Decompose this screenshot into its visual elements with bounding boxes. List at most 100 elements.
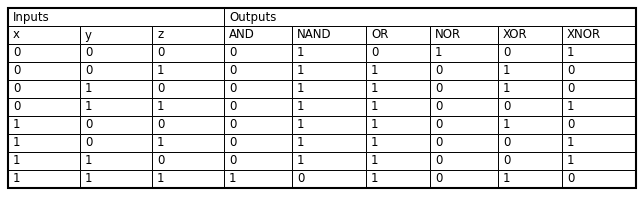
Bar	[152, 62, 224, 80]
Bar	[562, 26, 636, 44]
Bar	[292, 44, 366, 62]
Text: 1: 1	[85, 82, 92, 96]
Bar	[292, 116, 366, 134]
Text: 0: 0	[567, 173, 575, 185]
Text: 0: 0	[567, 82, 575, 96]
Text: 1: 1	[157, 101, 164, 114]
Bar	[292, 98, 366, 116]
Bar	[292, 80, 366, 98]
Bar	[562, 98, 636, 116]
Text: 1: 1	[85, 101, 92, 114]
Text: 0: 0	[85, 46, 92, 60]
Text: 1: 1	[503, 82, 510, 96]
Bar	[498, 98, 562, 116]
Bar	[430, 26, 498, 44]
Bar	[224, 152, 292, 170]
Bar	[224, 134, 292, 152]
Bar	[498, 116, 562, 134]
Text: 0: 0	[371, 46, 378, 60]
Text: 0: 0	[229, 101, 236, 114]
Bar	[8, 8, 224, 26]
Text: Inputs: Inputs	[13, 11, 49, 23]
Bar	[8, 170, 80, 188]
Text: 1: 1	[567, 101, 575, 114]
Bar	[562, 134, 636, 152]
Text: 1: 1	[297, 137, 304, 149]
Text: 0: 0	[297, 173, 304, 185]
Bar	[8, 8, 636, 188]
Text: 0: 0	[13, 101, 21, 114]
Text: 1: 1	[297, 82, 304, 96]
Bar	[562, 152, 636, 170]
Text: 1: 1	[435, 46, 442, 60]
Text: 0: 0	[435, 82, 442, 96]
Text: 0: 0	[13, 82, 21, 96]
Text: 0: 0	[229, 155, 236, 167]
Text: 1: 1	[567, 137, 575, 149]
Text: 0: 0	[229, 82, 236, 96]
Text: x: x	[13, 28, 20, 41]
Bar	[292, 62, 366, 80]
Bar	[498, 80, 562, 98]
Text: 1: 1	[13, 119, 21, 132]
Bar	[562, 80, 636, 98]
Bar	[152, 44, 224, 62]
Bar	[430, 170, 498, 188]
Text: 1: 1	[13, 155, 21, 167]
Text: 0: 0	[435, 101, 442, 114]
Bar	[224, 62, 292, 80]
Text: NOR: NOR	[435, 28, 461, 41]
Bar	[8, 152, 80, 170]
Text: 0: 0	[567, 64, 575, 78]
Text: 0: 0	[503, 46, 510, 60]
Text: y: y	[85, 28, 92, 41]
Text: 0: 0	[229, 119, 236, 132]
Text: 1: 1	[371, 64, 379, 78]
Bar	[366, 26, 430, 44]
Bar	[224, 8, 636, 26]
Text: 1: 1	[371, 101, 379, 114]
Text: 0: 0	[567, 119, 575, 132]
Text: 0: 0	[13, 46, 21, 60]
Bar	[80, 44, 152, 62]
Bar	[292, 134, 366, 152]
Bar	[152, 98, 224, 116]
Bar	[80, 134, 152, 152]
Text: 0: 0	[435, 155, 442, 167]
Bar	[152, 116, 224, 134]
Bar	[224, 98, 292, 116]
Text: 1: 1	[85, 155, 92, 167]
Bar	[562, 170, 636, 188]
Text: 0: 0	[85, 137, 92, 149]
Bar	[224, 26, 292, 44]
Text: 1: 1	[85, 173, 92, 185]
Bar	[430, 80, 498, 98]
Bar	[562, 62, 636, 80]
Text: 1: 1	[567, 46, 575, 60]
Bar	[498, 26, 562, 44]
Text: Outputs: Outputs	[229, 11, 276, 23]
Text: XOR: XOR	[503, 28, 528, 41]
Bar	[80, 62, 152, 80]
Text: XNOR: XNOR	[567, 28, 601, 41]
Text: 0: 0	[435, 119, 442, 132]
Bar	[498, 134, 562, 152]
Bar	[8, 44, 80, 62]
Text: 1: 1	[13, 137, 21, 149]
Text: 0: 0	[157, 155, 164, 167]
Bar	[498, 170, 562, 188]
Bar	[152, 26, 224, 44]
Text: 0: 0	[229, 137, 236, 149]
Text: 1: 1	[297, 119, 304, 132]
Text: 0: 0	[435, 173, 442, 185]
Bar	[224, 170, 292, 188]
Text: 0: 0	[435, 137, 442, 149]
Bar	[430, 116, 498, 134]
Text: z: z	[157, 28, 163, 41]
Text: 0: 0	[85, 119, 92, 132]
Text: 1: 1	[503, 173, 510, 185]
Bar	[80, 116, 152, 134]
Bar	[366, 98, 430, 116]
Bar	[8, 80, 80, 98]
Bar	[80, 152, 152, 170]
